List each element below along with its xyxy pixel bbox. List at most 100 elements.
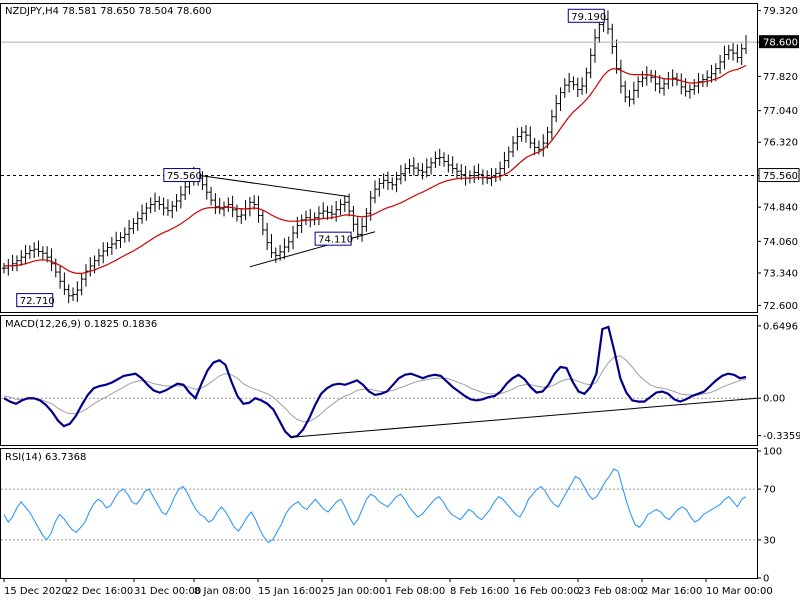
price-bar	[687, 84, 692, 99]
axes: 79.320 78.600 77.820 77.040 76.320 75.560 74.8…	[3, 6, 800, 597]
price-bar	[256, 195, 261, 223]
annotation-label: 74.110	[318, 235, 353, 246]
price-bar	[605, 10, 610, 35]
price-bar	[321, 202, 326, 219]
rsi-tick-label: 100	[763, 447, 782, 458]
time-tick-label: 31 Dec 00:00	[134, 586, 201, 597]
price-bar	[739, 43, 744, 65]
price-bar	[519, 126, 524, 142]
price-bar	[338, 199, 343, 216]
price-bar	[511, 136, 516, 158]
price-bar	[49, 248, 54, 272]
price-bar	[593, 29, 598, 63]
time-tick-label: 2 Mar 16:00	[642, 586, 702, 597]
price-bar	[165, 199, 170, 216]
price-bar	[398, 165, 403, 185]
trendline-upper	[193, 174, 350, 198]
price-bar	[148, 197, 153, 214]
price-bar	[83, 264, 88, 287]
macd-plot	[1, 325, 758, 439]
price-bar	[71, 287, 76, 302]
price-bar	[636, 76, 641, 98]
price-bar	[662, 78, 667, 96]
price-bar	[489, 168, 494, 187]
price-annotation: 79.190	[567, 8, 606, 23]
price-bar	[291, 226, 296, 250]
price-tick-label: 77.040	[763, 106, 798, 117]
price-bar	[454, 163, 459, 179]
macd-trendline	[291, 397, 758, 438]
price-bar	[234, 204, 239, 222]
price-bar	[696, 72, 701, 94]
price-tick-label: 72.600	[763, 301, 798, 312]
price-bar	[230, 195, 235, 218]
price-bar	[705, 70, 710, 87]
price-bar	[109, 236, 114, 255]
time-tick-label: 22 Dec 16:00	[66, 586, 133, 597]
price-tick-label: 76.320	[763, 138, 798, 149]
price-bar	[580, 77, 585, 95]
price-bar	[610, 23, 615, 55]
annotation-label: 75.560	[167, 171, 202, 182]
price-bar	[131, 218, 136, 234]
price-tick-label: 74.060	[763, 237, 798, 248]
price-bar	[433, 151, 438, 169]
price-bar	[252, 195, 257, 210]
price-bar	[420, 163, 425, 180]
price-panel-frame	[0, 3, 758, 313]
price-bar	[450, 156, 455, 174]
price-tick-label: 77.820	[763, 72, 798, 83]
price-bar	[498, 161, 503, 181]
price-bar	[347, 193, 352, 217]
price-tick-label: 79.320	[763, 6, 798, 17]
price-bar	[178, 186, 183, 209]
trendline-lower	[249, 231, 376, 268]
level-price-marker	[758, 168, 800, 183]
price-bar	[200, 171, 205, 191]
rsi-title: RSI(14) 63.7368	[5, 452, 86, 463]
price-bar	[416, 162, 421, 176]
price-bar	[127, 219, 132, 242]
price-bar	[726, 44, 731, 60]
price-bar	[575, 77, 580, 98]
macd-tick-label: -0.3359	[763, 431, 800, 442]
price-tick-label: 74.840	[763, 203, 798, 214]
price-bar	[58, 265, 63, 289]
price-bar	[79, 273, 84, 296]
price-bar	[101, 242, 106, 264]
price-bar	[355, 217, 360, 240]
rsi-tick-label: 70	[763, 485, 776, 496]
macd-tick-label: 0.00	[763, 394, 785, 405]
price-bar	[118, 232, 123, 248]
price-bar	[299, 214, 304, 234]
price-bar	[23, 244, 28, 265]
time-tick-label: 16 Feb 00:00	[514, 586, 580, 597]
price-bar	[411, 157, 416, 176]
price-bar	[442, 152, 447, 167]
price-bar	[204, 175, 209, 200]
price-bar	[735, 44, 740, 63]
price-bar	[506, 146, 511, 169]
macd-panel-frame	[0, 315, 758, 446]
price-bar	[329, 205, 334, 220]
price-bar	[2, 262, 6, 274]
price-bar	[269, 233, 274, 259]
price-bar	[135, 211, 140, 231]
price-bar	[373, 180, 377, 204]
price-bar	[407, 158, 412, 174]
price-bar	[618, 59, 623, 94]
price-bar	[377, 178, 382, 197]
macd-signal-line	[3, 355, 747, 423]
price-tick-label: 73.340	[763, 268, 798, 279]
price-bar	[502, 151, 507, 174]
price-bar	[360, 217, 365, 242]
price-bar	[429, 157, 434, 175]
price-bar	[265, 222, 270, 251]
price-bar	[222, 201, 227, 217]
price-annotation: 74.110	[314, 231, 353, 246]
price-bar	[105, 242, 110, 257]
price-bar	[286, 236, 291, 253]
price-bar	[364, 208, 369, 232]
price-bar	[295, 216, 300, 239]
price-bar	[36, 240, 41, 257]
